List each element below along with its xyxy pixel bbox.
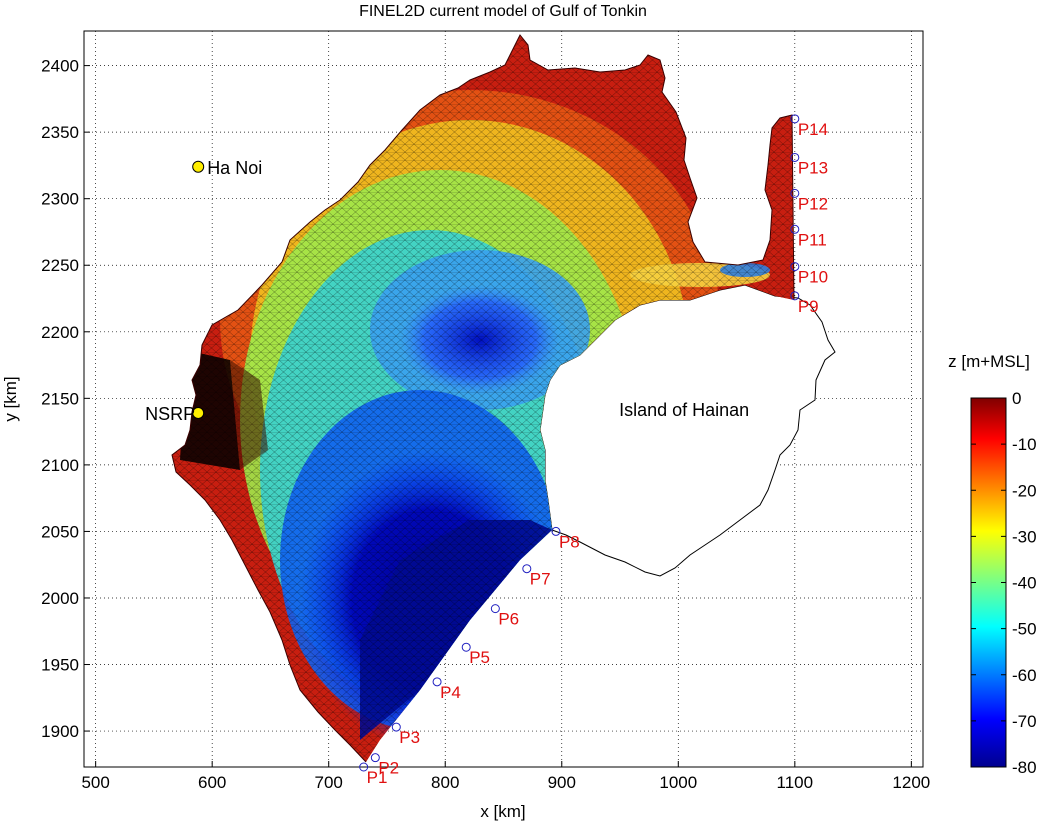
- x-tick-label: 1000: [659, 773, 697, 792]
- boundary-point-marker: [790, 262, 800, 272]
- boundary-point-label: P4: [440, 683, 461, 702]
- x-tick-label: 500: [81, 773, 109, 792]
- boundary-point-marker: [490, 604, 500, 614]
- y-tick-label: 1950: [41, 656, 79, 675]
- hainan-coastline: [539, 284, 836, 577]
- x-tick-label: 1200: [892, 773, 930, 792]
- colorbar-tick-label: -50: [1012, 620, 1037, 639]
- colorbar-tick-labels: 0 -10 -20 -30 -40 -50 -60 -70 -80: [971, 389, 1037, 777]
- boundary-point-marker: [551, 526, 561, 536]
- boundary-point-label: P5: [469, 648, 490, 667]
- y-tick-label: 2100: [41, 456, 79, 475]
- boundary-point-marker: [370, 753, 380, 763]
- boundary-point-label: P13: [798, 158, 828, 177]
- x-axis-label: x [km]: [480, 802, 525, 821]
- x-tick-label: 700: [315, 773, 343, 792]
- y-tick-label: 2000: [41, 589, 79, 608]
- boundary-point-marker: [790, 291, 800, 301]
- colorbar-tick-label: -80: [1012, 758, 1037, 777]
- boundary-point-marker: [790, 188, 800, 198]
- colorbar: [970, 397, 1007, 768]
- boundary-point-marker: [359, 762, 369, 772]
- colorbar-tick-label: -60: [1012, 666, 1037, 685]
- boundary-point-marker: [461, 642, 471, 652]
- colorbar-tick-label: -70: [1012, 712, 1037, 731]
- y-tick-label: 2400: [41, 57, 79, 76]
- boundary-point-label: P7: [530, 570, 551, 589]
- boundary-point-label: P10: [798, 268, 828, 287]
- boundary-point-label: P11: [798, 230, 827, 249]
- nsrp-label: NSRP: [145, 404, 195, 424]
- boundary-point-label: P12: [798, 194, 828, 213]
- x-tick-label: 800: [431, 773, 459, 792]
- y-tick-label: 2250: [41, 256, 79, 275]
- y-tick-label: 2350: [41, 123, 79, 142]
- y-tick-labels: 1900 1950 2000 2050 2100 2150 2200 2250 2300 2350…: [41, 57, 79, 741]
- boundary-point-label: P1: [367, 768, 388, 787]
- colorbar-tick-label: -40: [1012, 574, 1037, 593]
- colorbar-label: z [m+MSL]: [948, 352, 1030, 371]
- boundary-point-label: P9: [798, 297, 819, 316]
- y-tick-label: 1900: [41, 722, 79, 741]
- boundary-point-marker: [432, 677, 442, 687]
- y-tick-label: 2200: [41, 323, 79, 342]
- colorbar-tick-label: -20: [1012, 481, 1037, 500]
- boundary-point-marker: [790, 224, 800, 234]
- x-tick-label: 1100: [777, 773, 814, 792]
- y-tick-label: 2300: [41, 190, 79, 209]
- boundary-point-marker: [391, 722, 401, 732]
- boundary-point-label: P8: [559, 532, 580, 551]
- boundary-point-marker: [790, 114, 800, 124]
- ha-noi-marker: [192, 160, 205, 173]
- place-markers: Ha Noi NSRP Island of Hainan: [145, 158, 749, 424]
- ha-noi-label: Ha Noi: [207, 158, 262, 178]
- boundary-point-label: P2: [378, 759, 399, 778]
- boundary-point-marker: [522, 564, 532, 574]
- colorbar-tick-label: 0: [1012, 389, 1021, 408]
- boundary-point-label: P6: [498, 610, 519, 629]
- hainan-label: Island of Hainan: [619, 400, 749, 420]
- model-domain-outline: [171, 34, 795, 763]
- colorbar-tick-label: -10: [1012, 435, 1037, 454]
- boundary-point-label: P14: [798, 120, 828, 139]
- boundary-point-marker: [790, 152, 800, 162]
- y-axis-label: y [km]: [1, 376, 20, 421]
- x-tick-label: 600: [198, 773, 226, 792]
- nsrp-marker: [192, 406, 205, 419]
- chart-title: FINEL2D current model of Gulf of Tonkin: [359, 3, 647, 20]
- x-tick-label: 900: [548, 773, 576, 792]
- x-tick-labels: 500 600 700 800 900 1000 1100 1200: [81, 773, 930, 792]
- y-tick-label: 2150: [41, 389, 79, 408]
- boundary-point-label: P3: [399, 728, 420, 747]
- y-tick-label: 2050: [41, 522, 79, 541]
- colorbar-tick-label: -30: [1012, 527, 1037, 546]
